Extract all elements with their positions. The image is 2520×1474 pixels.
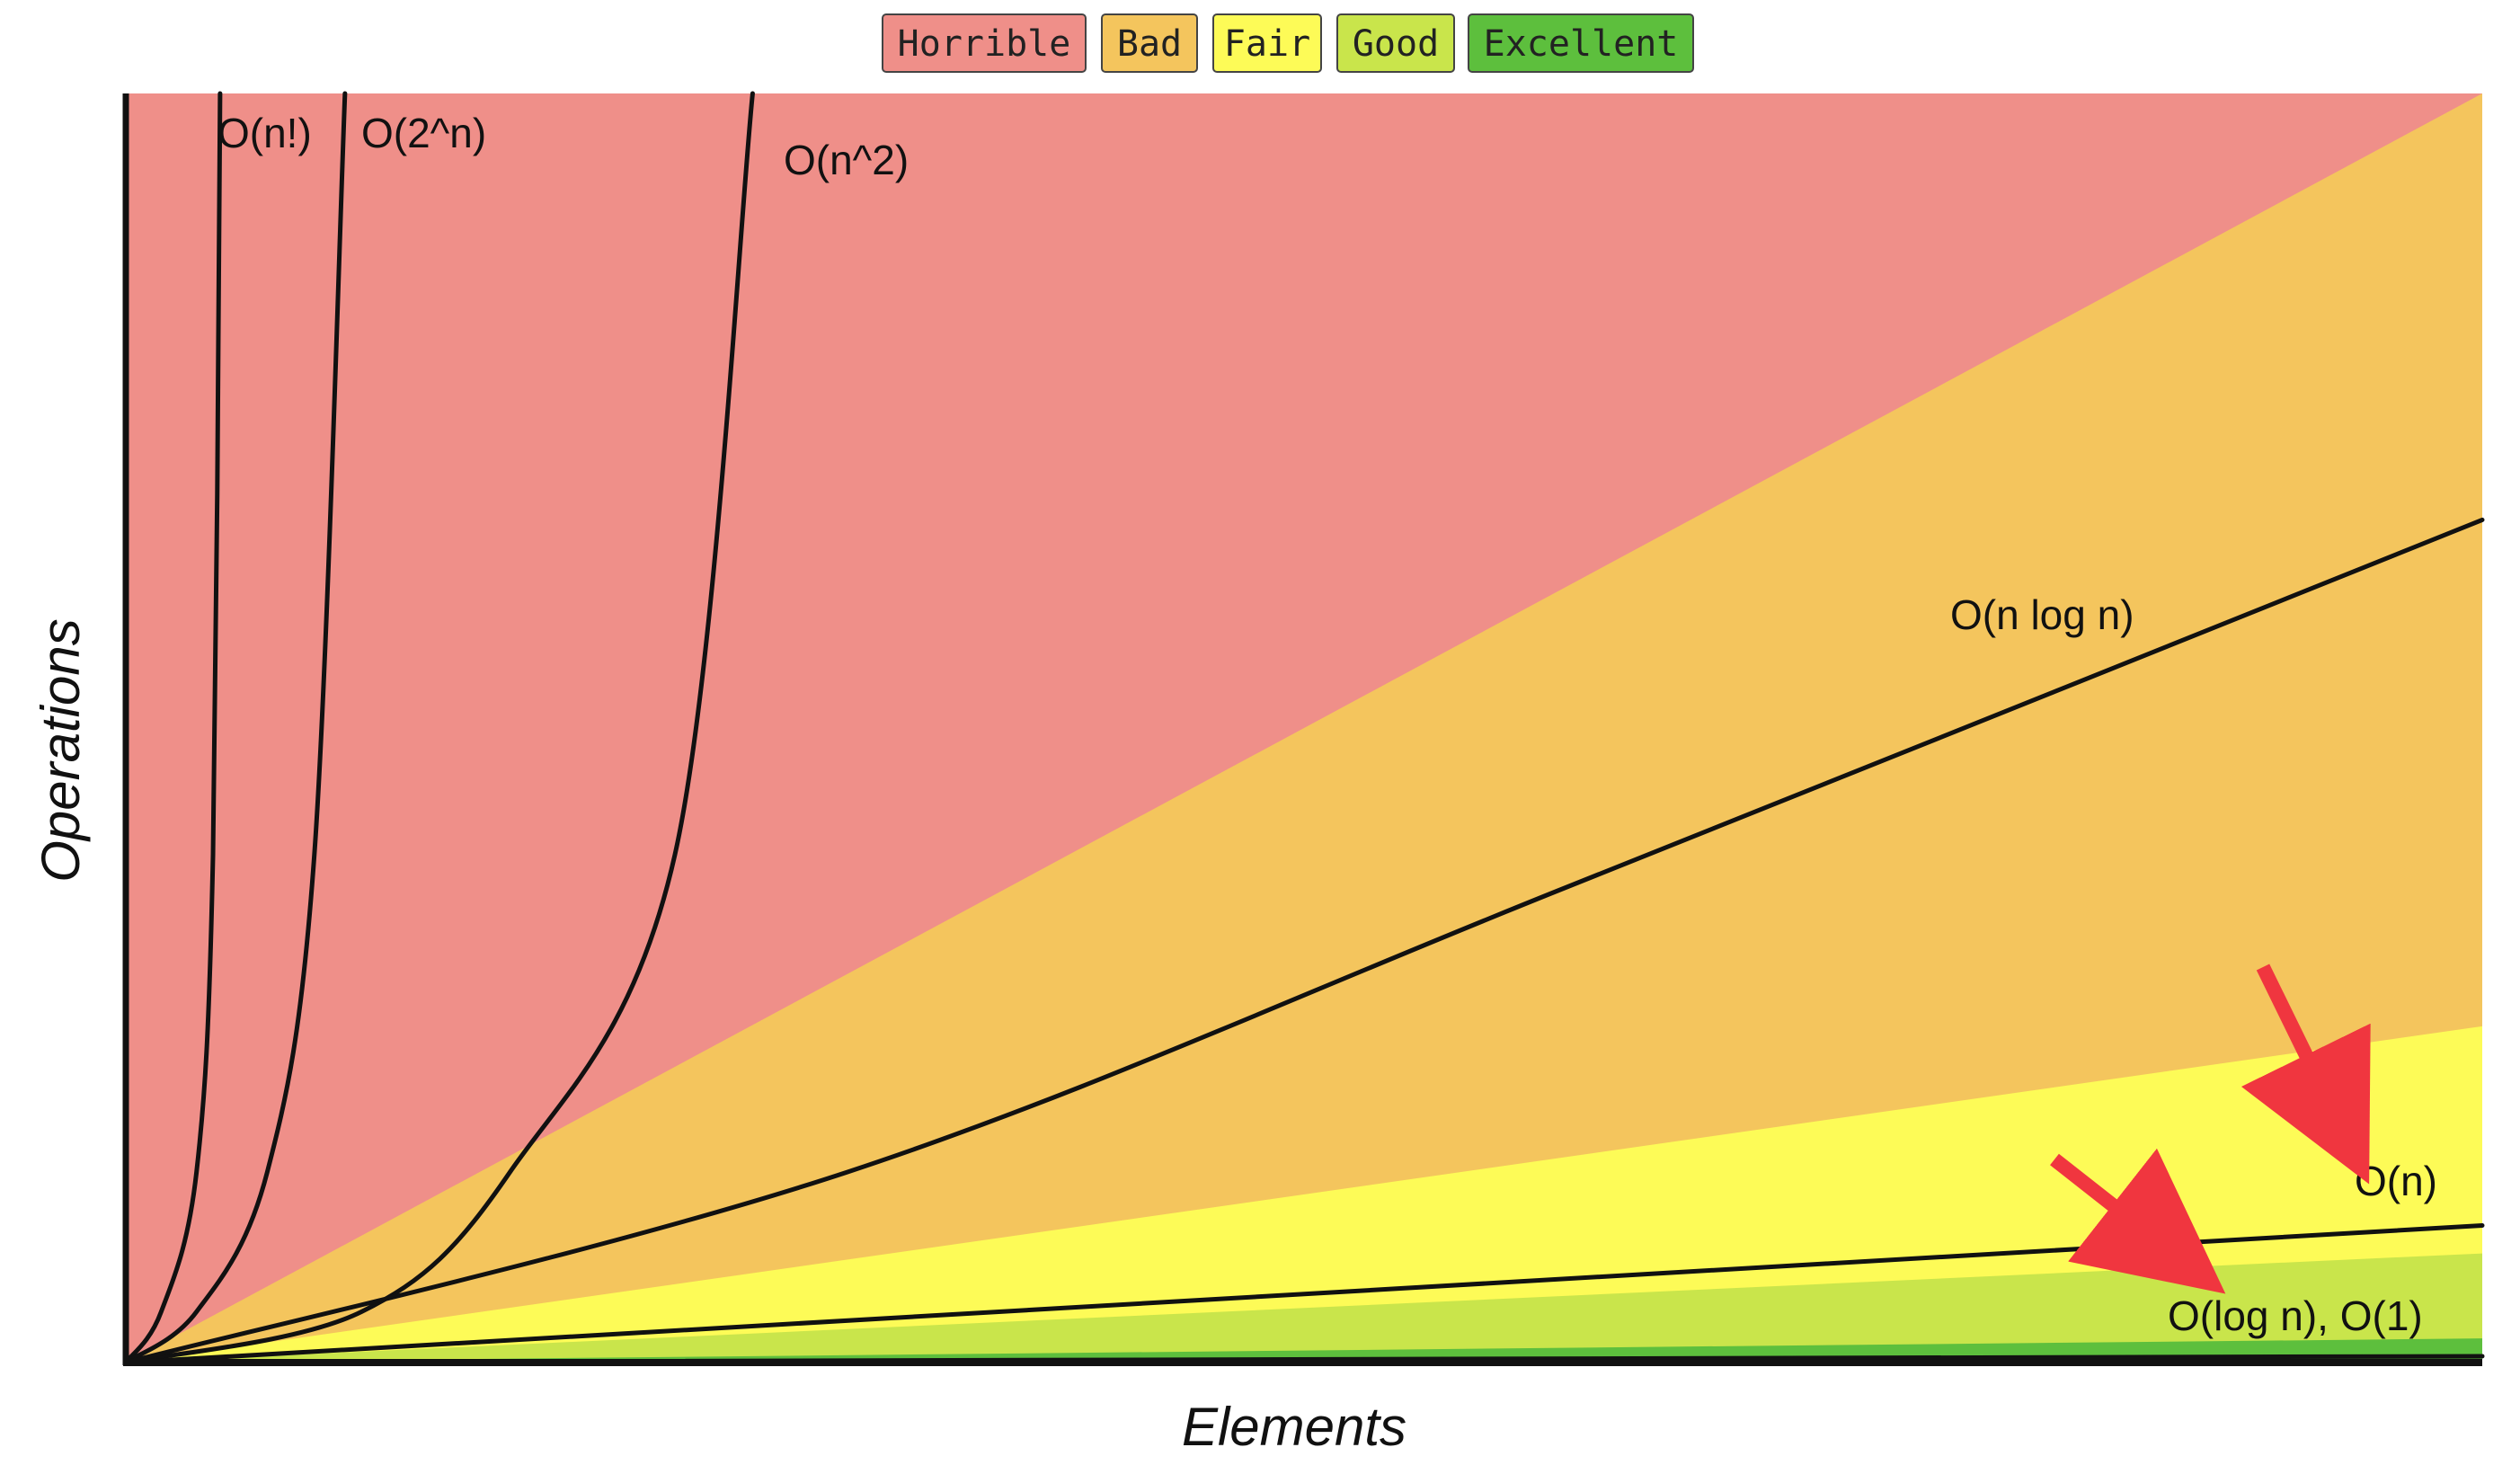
legend-swatch (1468, 13, 1694, 73)
curve-o-2-n (123, 91, 348, 1365)
label-o-n: O(n!) (217, 110, 312, 156)
legend-item-bad: Bad (1101, 13, 1198, 73)
legend-swatch (1336, 13, 1455, 73)
zone-fair (126, 1026, 2482, 1363)
curve-labels: O(n!) O(2^n) O(n^2) O(n log n) O(n) O(log n),… (217, 110, 2437, 1339)
label-o-2-n: O(2^n) (361, 110, 486, 156)
legend-swatch (882, 13, 1087, 73)
legend-label: Good (1353, 23, 1439, 65)
legend: Horrible Bad Fair Good Excellent (882, 13, 1694, 73)
axes (122, 93, 2482, 1366)
legend-label: Horrible (898, 23, 1071, 65)
zone-bad (126, 93, 2482, 1363)
label-o-n: O(n) (2355, 1158, 2437, 1204)
legend-label: Excellent (1484, 23, 1679, 65)
arrow-to-o-log-n (2050, 1148, 2226, 1294)
label-o-n-log-n: O(n log n) (1950, 591, 2134, 638)
legend-swatch (1101, 13, 1198, 73)
legend-item-excellent: Excellent (1468, 13, 1694, 73)
legend-item-horrible: Horrible (882, 13, 1087, 73)
arrow-to-o-n (2240, 963, 2371, 1185)
legend-label: Bad (1117, 23, 1182, 65)
curve-o-n (123, 91, 223, 1365)
legend-item-fair: Fair (1212, 13, 1322, 73)
legend-label: Fair (1224, 23, 1310, 65)
legend-item-good: Good (1336, 13, 1455, 73)
curve-o-n-log-n (123, 517, 2485, 1365)
y-axis-title: Operations (31, 618, 91, 883)
complexity-zones (126, 93, 2482, 1363)
label-o-n-2: O(n^2) (784, 137, 909, 183)
zone-good (126, 1253, 2482, 1363)
legend-swatch (1212, 13, 1322, 73)
x-axis-title: Elements (1182, 1397, 1406, 1457)
annotation-arrows (2050, 963, 2371, 1294)
curve-o-n-2 (123, 91, 755, 1365)
label-o-log-n-o-1: O(log n), O(1) (2168, 1292, 2423, 1339)
